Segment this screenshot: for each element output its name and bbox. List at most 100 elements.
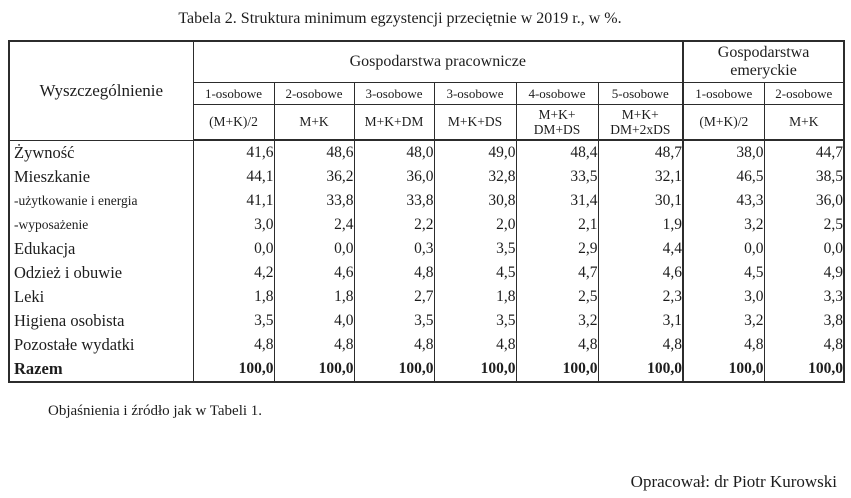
value-cell: 48,0 [353, 140, 435, 165]
value-cell: 3,1 [597, 308, 684, 333]
value-cell: 3,2 [682, 212, 765, 237]
table-header: Wyszczególnienie Gospodarstwa pracownicz… [8, 41, 845, 141]
table-row: Edukacja 0,0 0,0 0,3 3,5 2,9 4,4 0,0 0,0 [8, 236, 845, 261]
column-header-composition: M+K+DM [353, 104, 435, 141]
value-cell: 2,1 [515, 212, 599, 237]
value-cell: 3,0 [192, 212, 275, 237]
column-group-emeryckie: Gospodarstwa emeryckie [682, 41, 845, 83]
table-row: Higiena osobista 3,5 4,0 3,5 3,5 3,2 3,1 3,2 3,8 [8, 308, 845, 333]
value-cell: 4,6 [597, 260, 684, 285]
value-cell: 36,0 [763, 188, 845, 213]
value-cell: 4,8 [597, 332, 684, 357]
value-cell: 100,0 [763, 356, 845, 382]
value-cell: 4,8 [192, 332, 275, 357]
row-label: Leki [8, 284, 194, 309]
value-cell: 0,0 [682, 236, 765, 261]
value-cell: 4,6 [273, 260, 355, 285]
table-row: Żywność 41,6 48,6 48,0 49,0 48,4 48,7 38,0 44,7 [8, 140, 845, 165]
value-cell: 44,1 [192, 164, 275, 189]
value-cell: 46,5 [682, 164, 765, 189]
value-cell: 100,0 [515, 356, 599, 382]
table-row: Mieszkanie 44,1 36,2 36,0 32,8 33,5 32,1 46,5 38… [8, 164, 845, 189]
value-cell: 48,7 [597, 140, 684, 165]
value-cell: 3,5 [192, 308, 275, 333]
row-label: Mieszkanie [8, 164, 194, 189]
column-header-wyszczegolnienie: Wyszczególnienie [8, 41, 194, 141]
column-header-size: 2-osobowe [763, 82, 845, 105]
value-cell: 44,7 [763, 140, 845, 165]
value-cell: 3,5 [433, 308, 517, 333]
value-cell: 2,7 [353, 284, 435, 309]
value-cell: 36,2 [273, 164, 355, 189]
value-cell: 41,1 [192, 188, 275, 213]
value-cell: 32,1 [597, 164, 684, 189]
value-cell: 4,8 [682, 332, 765, 357]
column-header-size: 2-osobowe [273, 82, 355, 105]
value-cell: 100,0 [597, 356, 684, 382]
value-cell: 3,2 [515, 308, 599, 333]
value-cell: 48,4 [515, 140, 599, 165]
column-header-composition: M+K+ DM+DS [515, 104, 599, 141]
column-header-size: 3-osobowe [353, 82, 435, 105]
column-header-composition: M+K+ DM+2xDS [597, 104, 684, 141]
column-header-size: 4-osobowe [515, 82, 599, 105]
footnote: Objaśnienia i źródło jak w Tabeli 1. [48, 403, 263, 419]
value-cell: 48,6 [273, 140, 355, 165]
value-cell: 30,8 [433, 188, 517, 213]
value-cell: 32,8 [433, 164, 517, 189]
value-cell: 4,8 [353, 260, 435, 285]
row-label: Razem [8, 356, 194, 382]
row-label: -wyposażenie [8, 212, 194, 237]
header-size-row: 1-osobowe 2-osobowe 3-osobowe 3-osobowe … [9, 82, 845, 105]
column-header-composition: M+K+DS [433, 104, 517, 141]
value-cell: 1,8 [273, 284, 355, 309]
table-row: Leki 1,8 1,8 2,7 1,8 2,5 2,3 3,0 3,3 [8, 284, 845, 309]
value-cell: 2,5 [515, 284, 599, 309]
value-cell: 1,8 [433, 284, 517, 309]
value-cell: 4,4 [597, 236, 684, 261]
value-cell: 3,5 [353, 308, 435, 333]
table-row: Odzież i obuwie 4,2 4,6 4,8 4,5 4,7 4,6 4,5 4,9 [8, 260, 845, 285]
value-cell: 38,5 [763, 164, 845, 189]
value-cell: 3,3 [763, 284, 845, 309]
value-cell: 30,1 [597, 188, 684, 213]
value-cell: 3,2 [682, 308, 765, 333]
column-header-composition: (M+K)/2 [192, 104, 275, 141]
value-cell: 1,9 [597, 212, 684, 237]
value-cell: 3,5 [433, 236, 517, 261]
table-body: Żywność 41,6 48,6 48,0 49,0 48,4 48,7 38,0 44,7 M… [8, 140, 845, 382]
value-cell: 4,8 [763, 332, 845, 357]
value-cell: 2,9 [515, 236, 599, 261]
data-table: Wyszczególnienie Gospodarstwa pracownicz… [8, 40, 846, 383]
table-row: Pozostałe wydatki 4,8 4,8 4,8 4,8 4,8 4,8 4,8 4,… [8, 332, 845, 357]
value-cell: 2,2 [353, 212, 435, 237]
value-cell: 4,7 [515, 260, 599, 285]
value-cell: 100,0 [433, 356, 517, 382]
value-cell: 4,2 [192, 260, 275, 285]
table-row: -użytkowanie i energia 41,1 33,8 33,8 30,8 31… [8, 188, 845, 213]
header-group-row: Wyszczególnienie Gospodarstwa pracownicz… [8, 41, 845, 141]
value-cell: 0,0 [192, 236, 275, 261]
value-cell: 100,0 [273, 356, 355, 382]
value-cell: 4,5 [682, 260, 765, 285]
header-composition-row: (M+K)/2 M+K M+K+DM M+K+DS M+K+ DM+DS M+K… [9, 104, 845, 141]
value-cell: 2,0 [433, 212, 517, 237]
value-cell: 2,5 [763, 212, 845, 237]
value-cell: 38,0 [682, 140, 765, 165]
table-row: -wyposażenie 3,0 2,4 2,2 2,0 2,1 1,9 3,2 2,5 [8, 212, 845, 237]
value-cell: 100,0 [192, 356, 275, 382]
value-cell: 49,0 [433, 140, 517, 165]
value-cell: 4,8 [515, 332, 599, 357]
row-label: Żywność [8, 140, 194, 165]
value-cell: 0,0 [763, 236, 845, 261]
value-cell: 2,4 [273, 212, 355, 237]
value-cell: 3,8 [763, 308, 845, 333]
column-header-size: 1-osobowe [682, 82, 765, 105]
table-title: Tabela 2. Struktura minimum egzystencji … [178, 10, 622, 27]
row-label: Edukacja [8, 236, 194, 261]
value-cell: 100,0 [353, 356, 435, 382]
value-cell: 33,5 [515, 164, 599, 189]
column-header-size: 5-osobowe [597, 82, 684, 105]
value-cell: 4,9 [763, 260, 845, 285]
value-cell: 43,3 [682, 188, 765, 213]
